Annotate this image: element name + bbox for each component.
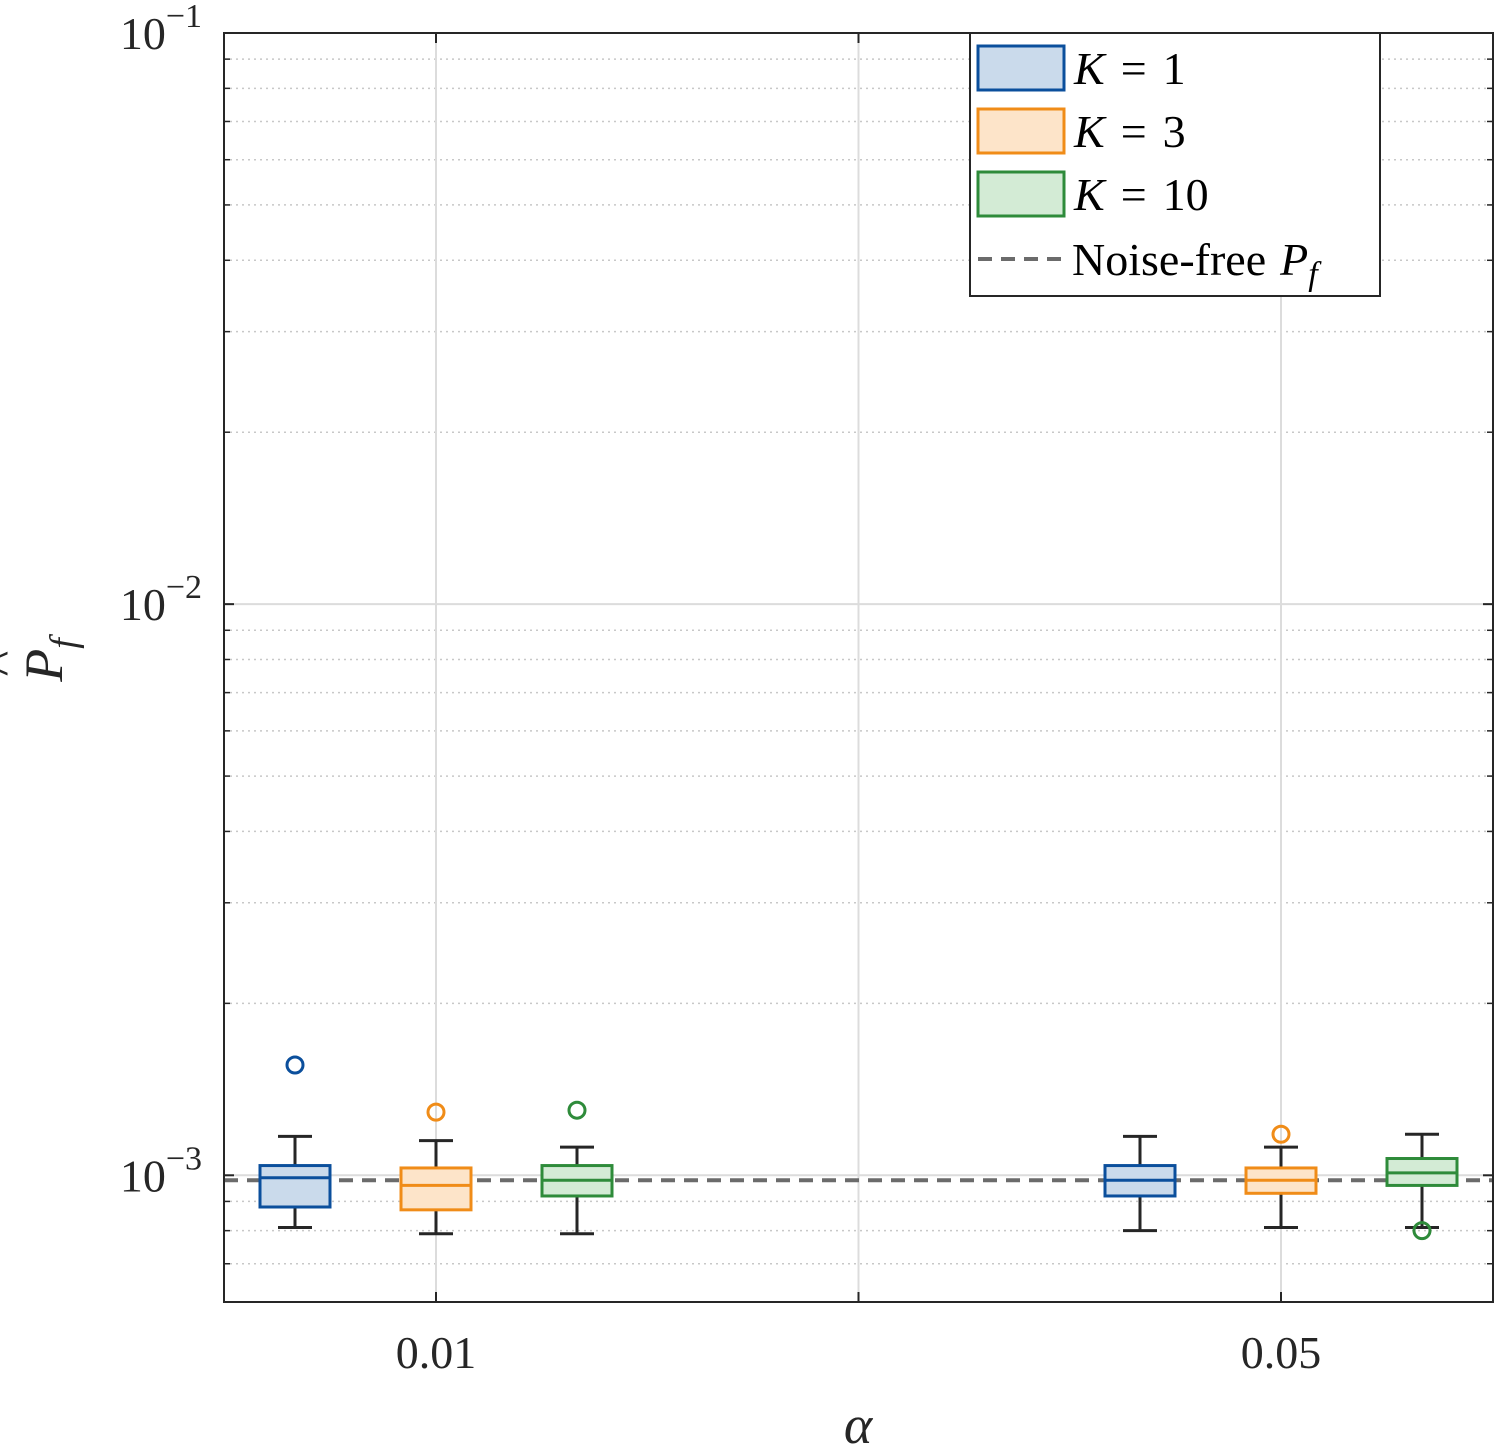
box-body (258, 1164, 332, 1209)
legend-item-noise-free: Noise-free Pf (978, 234, 1322, 293)
legend-label: K = 3 (1073, 106, 1186, 157)
box-body (399, 1166, 473, 1212)
outlier-point (285, 1055, 305, 1075)
y-axis-title: Pf ^ (0, 634, 85, 683)
outlier-point (1412, 1221, 1432, 1241)
y-axis-title-hat: ^ (0, 651, 30, 677)
outlier-point (1271, 1124, 1291, 1144)
y-tick-label: 10−3 (120, 1140, 202, 1201)
box-k=3-alpha-0.05 (1244, 1124, 1318, 1230)
box-k=1-alpha-0.01 (258, 1055, 332, 1230)
y-tick-label: 10−1 (120, 0, 202, 59)
y-axis-title-symbol: P (14, 649, 74, 683)
box-k=1-alpha-0.05 (1103, 1134, 1177, 1233)
box-k=10-alpha-0.05 (1385, 1132, 1459, 1241)
legend: K = 1 K = 3 K = 10 Noise-free Pf (969, 32, 1381, 297)
legend-label: K = 10 (1073, 169, 1209, 220)
legend-label: K = 1 (1073, 43, 1186, 94)
legend-item-k=1: K = 1 (976, 43, 1186, 94)
box-k=10-alpha-0.01 (540, 1100, 614, 1236)
legend-swatch (976, 170, 1066, 218)
y-tick-label: 10−2 (120, 569, 202, 630)
outlier-point (426, 1102, 446, 1122)
outlier-point (567, 1100, 587, 1120)
box-layer (258, 1055, 1459, 1241)
legend-label: Noise-free Pf (1072, 234, 1322, 293)
legend-swatch (976, 44, 1066, 92)
legend-item-k=3: K = 3 (976, 106, 1186, 157)
tick-layer: 10−3 10−2 10−1 0.01 0.05 (120, 0, 1493, 1378)
x-tick-label: 0.01 (396, 1327, 477, 1378)
legend-item-k=10: K = 10 (976, 169, 1209, 220)
x-tick-label: 0.05 (1241, 1327, 1322, 1378)
box-k=3-alpha-0.01 (399, 1102, 473, 1236)
y-axis-title-subscript: f (43, 634, 85, 649)
legend-swatch (976, 107, 1066, 155)
x-axis-title: α (844, 1395, 874, 1451)
